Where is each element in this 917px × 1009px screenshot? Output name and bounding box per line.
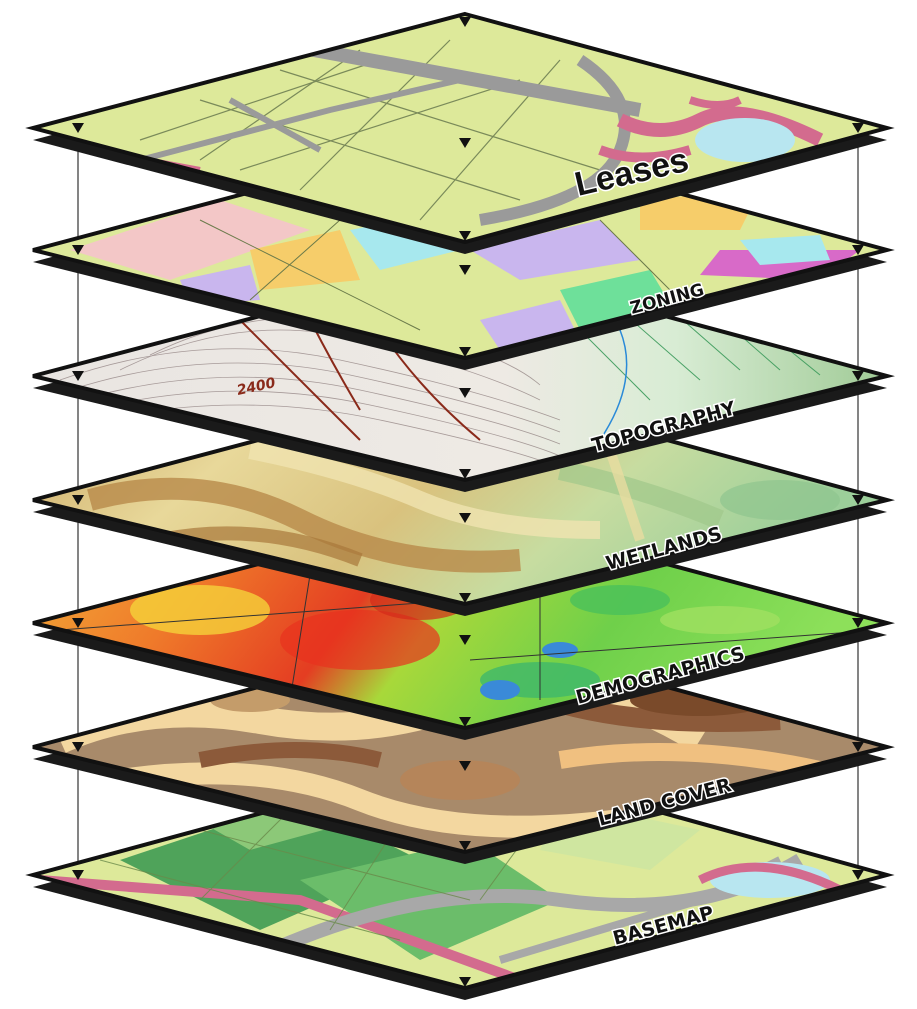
corner-marker xyxy=(459,469,471,479)
corner-marker xyxy=(852,371,864,381)
corner-marker xyxy=(459,347,471,357)
corner-marker xyxy=(72,495,84,505)
corner-marker xyxy=(459,138,471,148)
corner-marker xyxy=(852,123,864,133)
contour-label: 2400 xyxy=(236,375,278,399)
corner-marker xyxy=(459,761,471,771)
corner-marker xyxy=(459,231,471,241)
corner-marker xyxy=(459,977,471,987)
corner-marker xyxy=(72,742,84,752)
corner-marker xyxy=(852,495,864,505)
corner-marker xyxy=(459,841,471,851)
corner-marker xyxy=(852,870,864,880)
corner-marker xyxy=(459,717,471,727)
corner-marker xyxy=(459,265,471,275)
corner-marker xyxy=(459,593,471,603)
corner-markers xyxy=(72,17,864,987)
corner-marker xyxy=(459,17,471,27)
corner-marker xyxy=(72,123,84,133)
corner-marker xyxy=(459,388,471,398)
corner-marker xyxy=(852,742,864,752)
corner-marker xyxy=(852,245,864,255)
corner-marker xyxy=(72,618,84,628)
corner-marker xyxy=(852,618,864,628)
corner-marker xyxy=(72,245,84,255)
corner-marker xyxy=(459,635,471,645)
corner-marker xyxy=(72,870,84,880)
corner-marker xyxy=(72,371,84,381)
corner-marker xyxy=(459,513,471,523)
